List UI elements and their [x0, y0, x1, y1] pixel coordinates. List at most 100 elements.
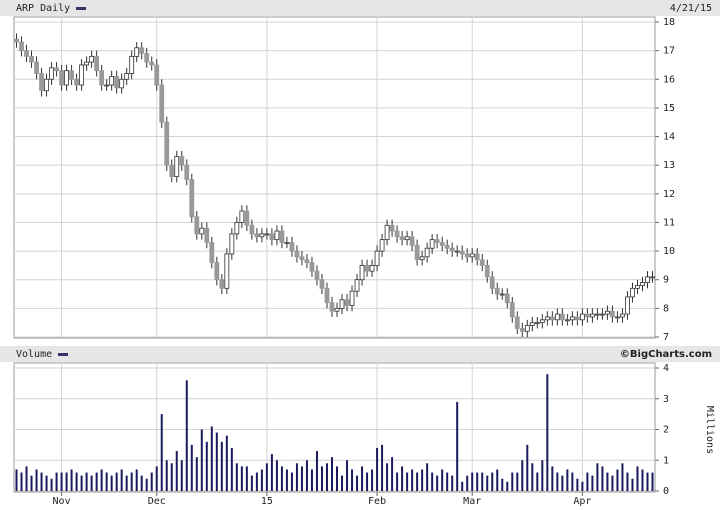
candle-body [499, 293, 505, 296]
candle-body [299, 256, 305, 261]
candle-body [464, 253, 470, 258]
volume-bar [325, 463, 328, 491]
volume-bar [466, 475, 469, 491]
volume-bar [431, 472, 434, 491]
candle-body [259, 233, 265, 238]
volume-bar [40, 472, 43, 491]
volume-bar [125, 475, 128, 491]
volume-bar [295, 463, 298, 491]
candle-body [404, 236, 410, 241]
candle-body [169, 164, 175, 178]
candle-body [479, 259, 485, 266]
x-tick-label: Nov [53, 496, 71, 507]
candle-body [269, 233, 275, 241]
candle-body [239, 210, 245, 223]
volume-bar [526, 444, 529, 491]
volume-bar [140, 475, 143, 491]
volume-bar [416, 472, 419, 491]
volume-bar [275, 460, 278, 491]
volume-bar [376, 447, 379, 491]
candle-body [539, 319, 545, 324]
candle-body [49, 67, 54, 80]
volume-bar [516, 472, 519, 491]
volume-bar [501, 478, 504, 491]
volume-bar [496, 469, 499, 491]
candle-body [584, 313, 590, 318]
candle-body [214, 262, 220, 281]
volume-bar [426, 463, 429, 491]
volume-bar [471, 472, 474, 491]
candle-body [279, 230, 285, 243]
volume-bar [381, 444, 384, 491]
volume-bar [20, 472, 23, 491]
volume-bar [346, 460, 349, 491]
volume-bar [561, 475, 564, 491]
candle-body [449, 247, 455, 252]
candle-body [519, 328, 525, 332]
candle-body [219, 279, 225, 289]
y-tick-label: 3 [663, 394, 669, 405]
volume-bar [45, 475, 48, 491]
y-tick-label: 9 [663, 275, 669, 286]
candle-body [19, 41, 24, 52]
volume-bar [175, 451, 178, 491]
candle-body [234, 222, 240, 235]
volume-bar [536, 472, 539, 491]
volume-bar [521, 460, 524, 491]
volume-bar [541, 460, 544, 491]
candle-body [459, 250, 465, 255]
x-tick-label: Dec [148, 496, 166, 507]
price-frame [13, 16, 656, 339]
candle-body [409, 236, 415, 246]
volume-bar [230, 447, 233, 491]
volume-bar [586, 472, 589, 491]
volume-bar [185, 380, 188, 491]
candle-body [24, 50, 29, 57]
volume-bar [260, 469, 263, 491]
volume-bar [195, 457, 198, 491]
volume-bar [70, 469, 73, 491]
volume-bar [30, 475, 33, 491]
candle-body [29, 55, 34, 63]
candle-body [254, 233, 260, 238]
candle-body [14, 38, 19, 43]
candle-body [374, 250, 380, 266]
volume-bar [165, 460, 168, 491]
volume-bar [451, 475, 454, 491]
legend-swatch [58, 353, 68, 356]
candle-body [369, 265, 375, 272]
volume-title: Volume [16, 349, 52, 360]
candle-body [534, 322, 540, 325]
candle-body [630, 287, 635, 298]
volume-bar [285, 469, 288, 491]
volume-bar [396, 472, 399, 491]
candle-body [489, 276, 495, 289]
candle-body [94, 55, 100, 72]
candle-body [524, 325, 530, 332]
volume-bar [65, 472, 68, 491]
y-tick-label: 1 [663, 455, 669, 466]
candle-body [605, 310, 610, 315]
chart-date: 4/21/15 [670, 3, 712, 14]
volume-bar [551, 466, 554, 491]
volume-bar [60, 472, 63, 491]
candle-body [564, 319, 570, 322]
volume-bar [250, 475, 253, 491]
x-tick-label: Apr [573, 496, 591, 507]
volume-bar [491, 472, 494, 491]
y-tick-label: 17 [663, 46, 675, 57]
volume-bar [330, 457, 333, 491]
chart-title: ARP Daily [16, 3, 70, 14]
candle-body [419, 256, 425, 261]
candle-body [284, 242, 290, 244]
y-tick-label: 13 [663, 160, 675, 171]
volume-bar [391, 457, 394, 491]
volume-bar [576, 478, 579, 491]
candle-body [504, 293, 510, 304]
candle-body [454, 250, 460, 253]
candle-body [384, 224, 390, 241]
volume-bar [310, 469, 313, 491]
volume-bar [265, 463, 268, 491]
candle-body [640, 282, 645, 286]
volume-bar [366, 472, 369, 491]
